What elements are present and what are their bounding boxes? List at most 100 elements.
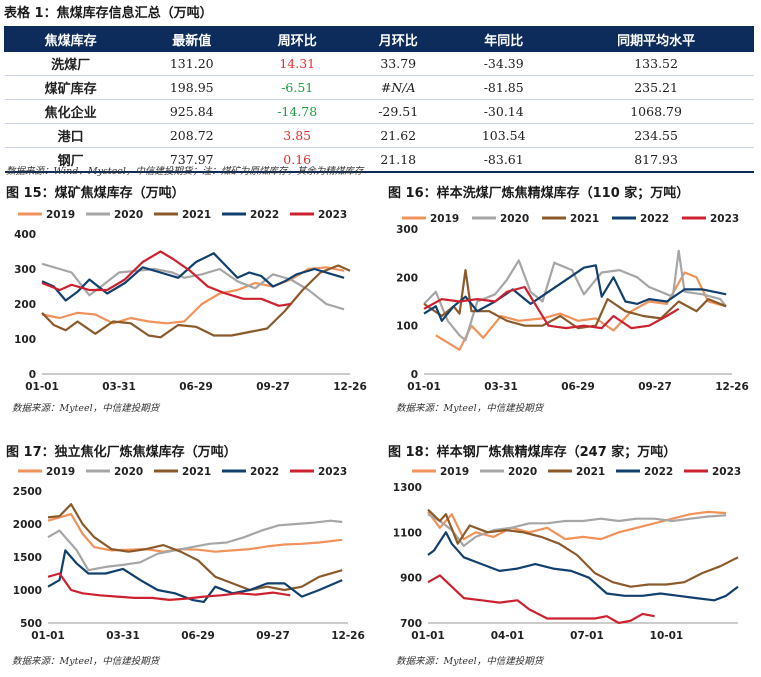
x-tick-label: 06-29 (179, 381, 213, 393)
legend-label-2020: 2020 (114, 466, 143, 478)
legend-label-2022: 2022 (250, 466, 279, 478)
legend-label-2022: 2022 (644, 466, 673, 478)
legend-label-2022: 2022 (640, 213, 669, 225)
avg-cell: 234.55 (558, 123, 754, 148)
y-tick-label: 1000 (13, 585, 42, 597)
series-line-2022 (41, 252, 345, 302)
x-tick-label: 09-27 (638, 381, 672, 393)
yoy-cell: -30.14 (448, 99, 559, 124)
table-row: 钢厂 737.97 0.16 21.18 -83.61 817.93 (4, 147, 754, 173)
y-tick-label: 500 (20, 618, 42, 630)
chart-source-15: 数据来源：Myteel，中信建投期货 (12, 403, 160, 414)
legend-label-2019: 2019 (430, 213, 459, 225)
row-name-cell: 钢厂 (4, 147, 137, 173)
avg-cell: 1068.79 (558, 99, 754, 124)
y-tick-label: 0 (29, 369, 36, 381)
y-tick-label: 2500 (13, 486, 42, 498)
yoy-cell: -34.39 (448, 51, 559, 76)
latest-cell: 131.20 (136, 51, 247, 76)
x-tick-label: 01-01 (407, 381, 441, 393)
x-tick-label: 06-29 (181, 630, 215, 642)
x-tick-label: 04-01 (491, 630, 525, 642)
mom-cell: 21.62 (347, 123, 449, 148)
chart-coking-plant: 2019 2020 2021 2022 2023 500 1000 1500 2000 2500 0… (13, 466, 365, 642)
x-tick-label: 01-01 (31, 630, 65, 642)
y-tick-label: 100 (14, 334, 36, 346)
series-line-2023 (423, 285, 680, 330)
latest-cell: 925.84 (136, 99, 247, 124)
x-tick-label: 12-26 (333, 381, 367, 393)
y-tick-label: 700 (400, 618, 422, 630)
x-tick-label: 12-26 (715, 381, 749, 393)
y-tick-label: 2000 (13, 519, 42, 531)
yoy-cell: -83.61 (448, 147, 559, 173)
y-tick-label: 200 (14, 299, 36, 311)
chart-washery: 2019 2020 2021 2022 2023 0 100 200 300 01-01 03-31… (396, 213, 749, 393)
series-line-2021 (427, 508, 739, 588)
legend-label-2021: 2021 (182, 466, 211, 478)
series-line-2020 (423, 249, 727, 342)
mom-cell: -29.51 (347, 99, 449, 124)
legend-label-2020: 2020 (500, 213, 529, 225)
legend-label-2021: 2021 (570, 213, 599, 225)
y-tick-label: 1300 (393, 482, 422, 494)
chart-source-18: 数据来源：Myteel，中信建投期货 (396, 656, 544, 667)
avg-cell: 817.93 (558, 147, 754, 173)
mom-cell: 33.79 (347, 51, 449, 76)
x-tick-label: 09-27 (256, 630, 290, 642)
table-row: 煤矿库存 198.95 -6.51 #N/A -81.85 235.21 (4, 75, 754, 100)
legend-label-2020: 2020 (508, 466, 537, 478)
table-row: 港口 208.72 3.85 21.62 103.54 234.55 (4, 123, 754, 148)
legend-label-2020: 2020 (114, 209, 143, 221)
series-line-2022 (423, 264, 727, 322)
x-tick-label: 01-01 (25, 381, 59, 393)
series-line-2023 (47, 572, 291, 601)
x-tick-label: 12-26 (331, 630, 365, 642)
series-line-2022 (427, 531, 739, 602)
legend-label-2023: 2023 (318, 209, 347, 221)
chart-title-15: 图 15：煤矿焦煤库存（万吨） (6, 186, 185, 201)
wow-cell: 0.16 (246, 147, 348, 173)
series-line-2019 (435, 271, 727, 351)
x-tick-label: 03-31 (484, 381, 518, 393)
inventory-table: 焦煤库存 最新值 周环比 月环比 年同比 同期平均水平 洗煤厂 131.20 14.… (3, 26, 754, 173)
chart-title-17: 图 17：独立焦化厂炼焦煤库存（万吨） (6, 445, 237, 460)
header-cell: 年同比 (448, 26, 560, 52)
chart-coal-mine: 2019 2020 2021 2022 2023 0 100 200 300 400 01-01 03… (14, 209, 367, 393)
y-tick-label: 1100 (393, 527, 422, 539)
series-line-2020 (41, 262, 345, 311)
chart-source-16: 数据来源：Myteel，中信建投期货 (396, 403, 544, 414)
x-tick-label: 07-01 (570, 630, 604, 642)
header-cell: 周环比 (246, 26, 349, 52)
row-name-cell: 煤矿库存 (4, 75, 137, 100)
table-header-row: 焦煤库存 最新值 周环比 月环比 年同比 同期平均水平 (3, 26, 754, 52)
table-source: 数据来源：Wind、Mysteel，中信建投期货；注：煤矿为原煤库存，其余为精煤… (6, 166, 364, 177)
table-row: 洗煤厂 131.20 14.31 33.79 -34.39 133.52 (4, 51, 754, 76)
series-line-2020 (47, 519, 343, 572)
x-tick-label: 06-29 (561, 381, 595, 393)
table-row: 焦化企业 925.84 -14.78 -29.51 -30.14 1068.79 (4, 99, 754, 124)
y-tick-label: 100 (396, 321, 418, 333)
series-line-2020 (427, 513, 727, 547)
chart-title-18: 图 18：样本钢厂炼焦精煤库存（247 家；万吨） (388, 445, 677, 460)
header-cell: 最新值 (136, 26, 248, 52)
mom-cell: #N/A (347, 75, 449, 100)
table-caption: 表格 1：焦煤库存信息汇总（万吨） (4, 6, 213, 21)
x-tick-label: 01-01 (411, 630, 445, 642)
yoy-cell: 103.54 (448, 123, 559, 148)
x-tick-label: 03-31 (106, 630, 140, 642)
latest-cell: 198.95 (136, 75, 247, 100)
row-name-cell: 洗煤厂 (4, 51, 137, 76)
x-tick-label: 03-31 (102, 381, 136, 393)
row-name-cell: 焦化企业 (4, 99, 137, 124)
legend-label-2021: 2021 (576, 466, 605, 478)
yoy-cell: -81.85 (448, 75, 559, 100)
avg-cell: 133.52 (558, 51, 754, 76)
x-tick-label: 09-27 (256, 381, 290, 393)
wow-cell: 14.31 (246, 51, 348, 76)
series-line-2023 (427, 574, 655, 625)
wow-cell: 3.85 (246, 123, 348, 148)
legend-label-2019: 2019 (440, 466, 469, 478)
y-tick-label: 400 (14, 229, 36, 241)
chart-title-16: 图 16：样本洗煤厂炼焦精煤库存（110 家；万吨） (388, 186, 690, 201)
